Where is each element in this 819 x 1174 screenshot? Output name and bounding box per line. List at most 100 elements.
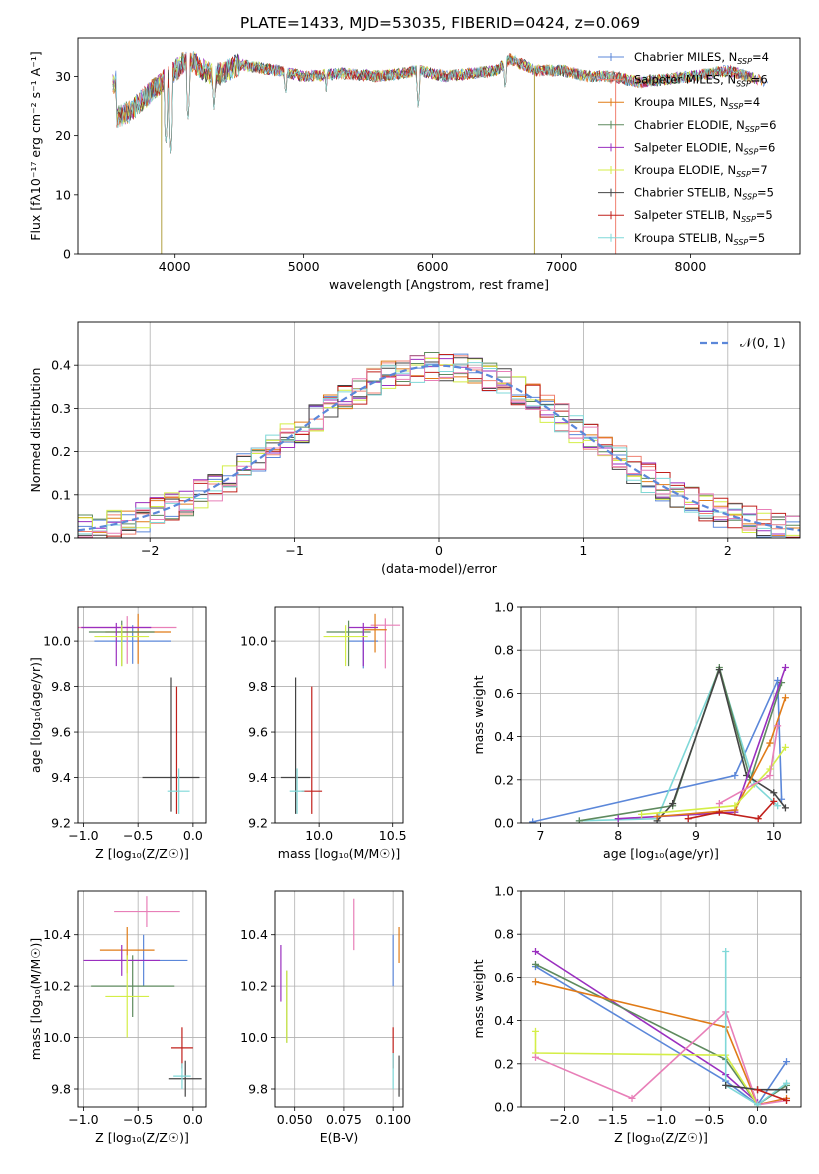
series-point bbox=[722, 1081, 730, 1089]
x-axis-label: Z [log₁₀(Z/Z☉)] bbox=[95, 846, 189, 861]
age_vs_Z-plot-area bbox=[78, 607, 206, 823]
series-point bbox=[754, 1086, 762, 1094]
y-tick-label: 0.0 bbox=[494, 1100, 514, 1115]
x-tick-label: 0 bbox=[435, 543, 443, 558]
x-tick-label: 7000 bbox=[546, 259, 578, 274]
series-point bbox=[715, 666, 723, 674]
x-axis-label: (data-model)/error bbox=[381, 561, 498, 576]
legend-entry: Salpeter MILES, NSSP=6 bbox=[634, 73, 768, 89]
series-point bbox=[715, 808, 723, 816]
series-point bbox=[653, 813, 661, 821]
series-line bbox=[534, 1031, 759, 1106]
series-point bbox=[774, 722, 782, 730]
series-point bbox=[783, 1079, 791, 1087]
series-point bbox=[628, 1094, 636, 1102]
series-point bbox=[783, 1086, 791, 1094]
x-tick-label: −0.5 bbox=[123, 1112, 153, 1127]
y-tick-label: 9.8 bbox=[248, 1082, 268, 1097]
series-point bbox=[783, 1058, 791, 1066]
y-tick-label: 9.2 bbox=[248, 816, 268, 831]
mass_weight_vs_age-plot-area bbox=[521, 607, 801, 823]
series-point bbox=[684, 815, 692, 823]
y-axis-label: mass weight bbox=[471, 675, 486, 754]
y-tick-label: 10 bbox=[55, 187, 71, 202]
y-tick-label: 1.0 bbox=[494, 600, 514, 615]
y-tick-label: 0.2 bbox=[51, 444, 71, 459]
series-point bbox=[766, 771, 774, 779]
y-axis-label: age [log₁₀(age/yr)] bbox=[28, 657, 43, 773]
x-tick-label: 6000 bbox=[417, 259, 449, 274]
x-tick-label: −2.0 bbox=[549, 1112, 579, 1127]
y-tick-label: 9.8 bbox=[248, 679, 268, 694]
axes-frame bbox=[520, 606, 802, 824]
series-point bbox=[781, 804, 789, 812]
y-tick-label: 0.3 bbox=[51, 401, 71, 416]
x-tick-label: 8 bbox=[614, 828, 622, 843]
y-axis-label: mass weight bbox=[471, 959, 486, 1038]
axes-frame bbox=[274, 606, 404, 824]
series-point bbox=[529, 818, 537, 823]
y-tick-label: 9.6 bbox=[248, 725, 268, 740]
spectrum-line bbox=[112, 50, 748, 154]
y-tick-label: 0.6 bbox=[494, 970, 514, 985]
y-tick-label: 0.8 bbox=[494, 643, 514, 658]
series-point bbox=[614, 815, 622, 823]
legend-entry: Kroupa STELIB, NSSP=5 bbox=[634, 231, 765, 247]
y-tick-label: 10.4 bbox=[43, 927, 71, 942]
x-tick-label: 0.0 bbox=[748, 1112, 768, 1127]
residuals-plot-area bbox=[78, 322, 800, 538]
mass_vs_EBV-plot-area bbox=[275, 891, 403, 1107]
legend-entry: Chabrier STELIB, NSSP=5 bbox=[634, 186, 774, 202]
y-tick-label: 9.4 bbox=[51, 770, 71, 785]
series-point bbox=[754, 815, 762, 823]
y-tick-label: 0.2 bbox=[494, 772, 514, 787]
series-line bbox=[535, 980, 787, 1106]
x-axis-label: Z [log₁₀(Z/Z☉)] bbox=[95, 1130, 189, 1145]
axes-frame bbox=[77, 606, 207, 824]
y-axis-label: mass [log₁₀(M/M☉)] bbox=[28, 938, 43, 1060]
series-point bbox=[715, 800, 723, 808]
x-tick-label: −1.0 bbox=[646, 1112, 676, 1127]
x-axis-label: wavelength [Angstrom, rest frame] bbox=[329, 277, 549, 292]
series-point bbox=[731, 771, 739, 779]
x-tick-label: −1 bbox=[285, 543, 303, 558]
series-point bbox=[770, 789, 778, 797]
series-line bbox=[641, 746, 787, 816]
series-line bbox=[657, 697, 787, 818]
legend-entry: Chabrier ELODIE, NSSP=6 bbox=[634, 118, 776, 134]
series-point bbox=[774, 802, 782, 810]
series-line bbox=[532, 680, 783, 823]
x-tick-label: 10.5 bbox=[379, 828, 407, 843]
spectrum-line bbox=[112, 52, 755, 154]
series-point bbox=[781, 743, 789, 751]
y-tick-label: 10.0 bbox=[240, 1030, 268, 1045]
axes-frame bbox=[274, 890, 404, 1108]
x-tick-label: 1 bbox=[579, 543, 587, 558]
y-tick-label: 9.4 bbox=[248, 770, 268, 785]
series-point bbox=[669, 800, 677, 808]
y-tick-label: 0.2 bbox=[494, 1056, 514, 1071]
x-tick-label: 0.075 bbox=[326, 1112, 362, 1127]
x-tick-label: 10 bbox=[766, 828, 782, 843]
series-line bbox=[688, 800, 775, 820]
series-point bbox=[638, 810, 646, 818]
y-tick-label: 9.8 bbox=[51, 679, 71, 694]
legend-entry: Kroupa MILES, NSSP=4 bbox=[634, 95, 760, 111]
series-point bbox=[774, 676, 782, 684]
x-axis-label: age [log₁₀(age/yr)] bbox=[603, 846, 719, 861]
x-tick-label: 2 bbox=[724, 543, 732, 558]
series-point bbox=[781, 663, 789, 671]
age_vs_mass-plot-area bbox=[275, 607, 403, 823]
series-point bbox=[531, 978, 539, 986]
x-tick-label: −1.0 bbox=[68, 1112, 98, 1127]
x-tick-label: 7 bbox=[536, 828, 544, 843]
series-line bbox=[724, 951, 787, 1106]
y-tick-label: 0.1 bbox=[51, 487, 71, 502]
y-tick-label: 0.4 bbox=[494, 729, 514, 744]
y-tick-label: 0 bbox=[63, 247, 71, 262]
x-tick-label: −1.5 bbox=[598, 1112, 628, 1127]
series-point bbox=[575, 817, 583, 823]
y-tick-label: 0.4 bbox=[51, 358, 71, 373]
x-tick-label: 0.0 bbox=[183, 1112, 203, 1127]
